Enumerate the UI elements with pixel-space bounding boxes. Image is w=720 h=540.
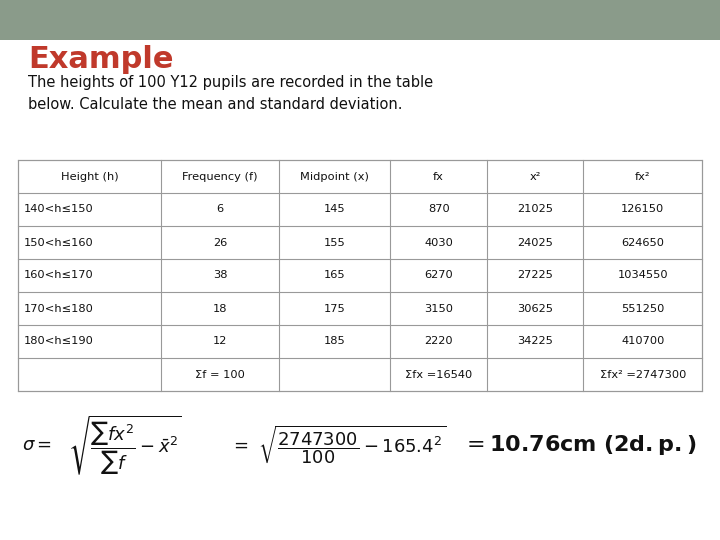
Text: $\sigma =$: $\sigma =$ (22, 436, 52, 454)
Text: 870: 870 (428, 205, 449, 214)
Text: 185: 185 (324, 336, 346, 347)
Text: 27225: 27225 (517, 271, 553, 280)
Text: 170<h≤180: 170<h≤180 (24, 303, 94, 314)
Text: $\sqrt{\dfrac{\sum fx^2}{\sum f} - \bar{x}^2}$: $\sqrt{\dfrac{\sum fx^2}{\sum f} - \bar{… (68, 413, 182, 477)
Text: 551250: 551250 (621, 303, 665, 314)
Text: Frequency (f): Frequency (f) (182, 172, 258, 181)
Text: 18: 18 (212, 303, 227, 314)
Text: $= \mathbf{10.76cm\ (2d.p.)}$: $= \mathbf{10.76cm\ (2d.p.)}$ (462, 433, 697, 457)
Text: 4030: 4030 (424, 238, 453, 247)
Text: Σf = 100: Σf = 100 (195, 369, 245, 380)
Text: Height (h): Height (h) (60, 172, 118, 181)
Text: Σfx =16540: Σfx =16540 (405, 369, 472, 380)
Text: 12: 12 (212, 336, 227, 347)
Bar (18, 160, 702, 391)
Text: The heights of 100 Y12 pupils are recorded in the table
below. Calculate the mea: The heights of 100 Y12 pupils are record… (28, 75, 433, 112)
Text: 38: 38 (212, 271, 227, 280)
Text: 160<h≤170: 160<h≤170 (24, 271, 94, 280)
Text: fx: fx (433, 172, 444, 181)
Text: 175: 175 (324, 303, 346, 314)
Text: 126150: 126150 (621, 205, 665, 214)
Text: x²: x² (529, 172, 541, 181)
Text: 6: 6 (216, 205, 223, 214)
Text: Σfx² =2747300: Σfx² =2747300 (600, 369, 686, 380)
Text: $=$: $=$ (230, 436, 248, 454)
Text: 6270: 6270 (424, 271, 453, 280)
Text: 1034550: 1034550 (618, 271, 668, 280)
Text: 624650: 624650 (621, 238, 665, 247)
Text: Example: Example (28, 45, 174, 74)
Text: 180<h≤190: 180<h≤190 (24, 336, 94, 347)
Text: $\sqrt{\dfrac{2747300}{100} - 165.4^2}$: $\sqrt{\dfrac{2747300}{100} - 165.4^2}$ (258, 424, 446, 466)
Text: Midpoint (x): Midpoint (x) (300, 172, 369, 181)
Text: 165: 165 (324, 271, 346, 280)
Text: 26: 26 (213, 238, 227, 247)
Bar (0, 0, 720, 40)
Text: 155: 155 (324, 238, 346, 247)
Text: 410700: 410700 (621, 336, 665, 347)
Text: 3150: 3150 (424, 303, 453, 314)
Text: 24025: 24025 (517, 238, 553, 247)
Text: 140<h≤150: 140<h≤150 (24, 205, 94, 214)
Text: 2220: 2220 (424, 336, 453, 347)
Text: fx²: fx² (635, 172, 650, 181)
Text: 145: 145 (324, 205, 346, 214)
Text: 34225: 34225 (517, 336, 553, 347)
Text: 150<h≤160: 150<h≤160 (24, 238, 94, 247)
Text: 30625: 30625 (517, 303, 553, 314)
Text: 21025: 21025 (517, 205, 553, 214)
